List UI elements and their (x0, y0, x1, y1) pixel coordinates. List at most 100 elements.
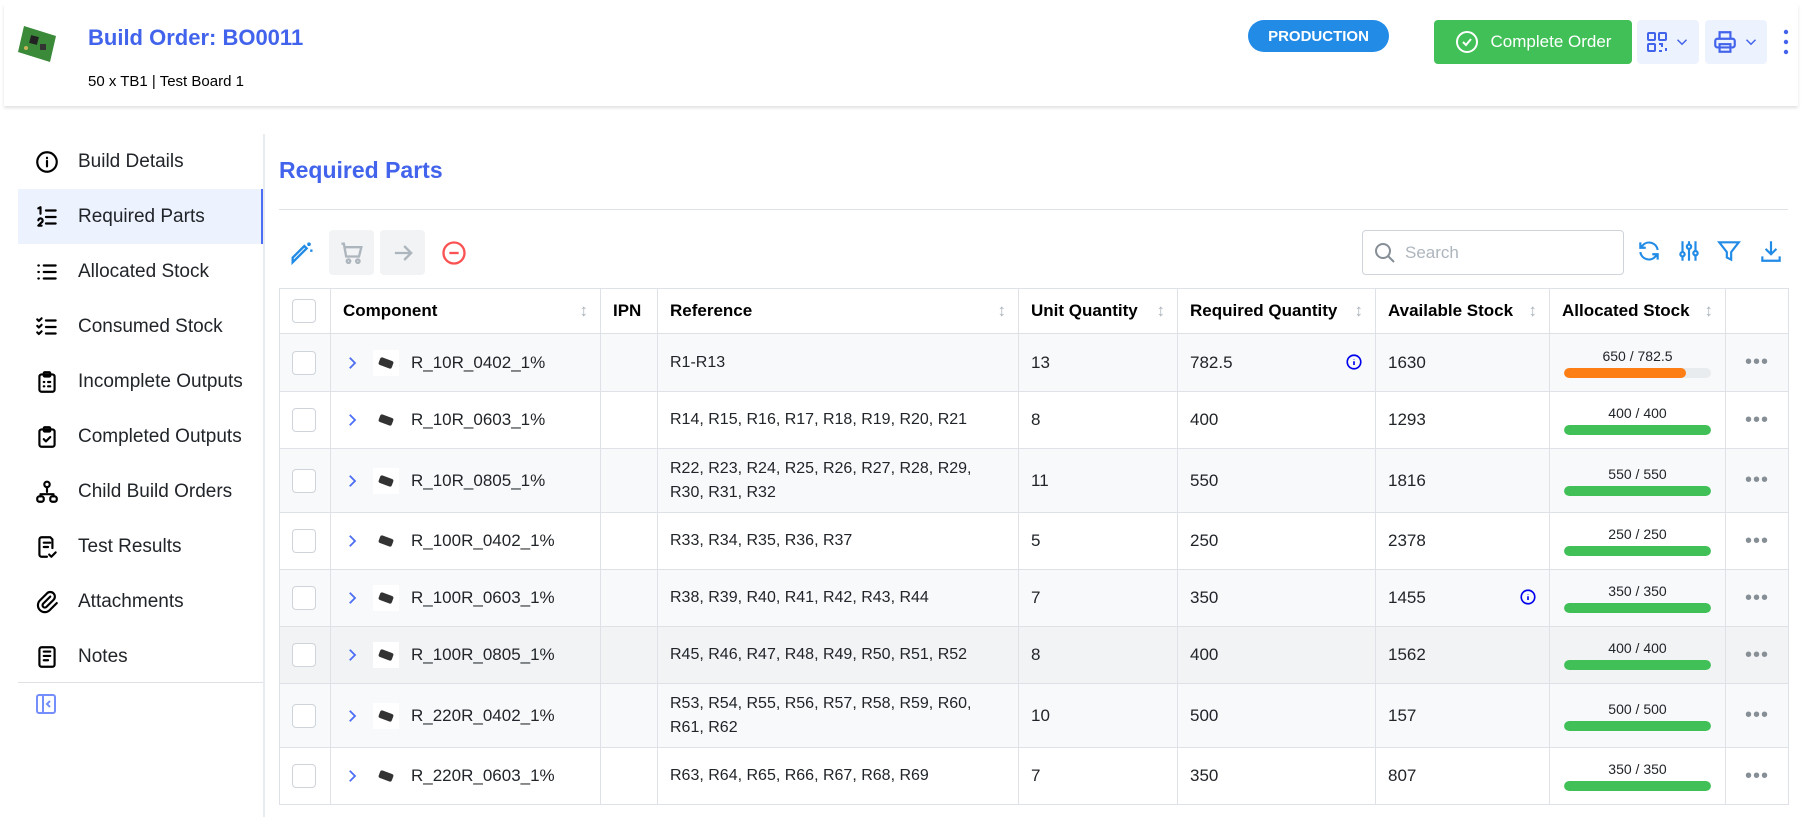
columns-adjust-icon[interactable] (1676, 238, 1702, 264)
filter-icon[interactable] (1716, 238, 1742, 264)
row-checkbox[interactable] (292, 764, 316, 788)
ipn-cell (600, 391, 658, 449)
table-row[interactable]: R_100R_0603_1% R38, R39, R40, R41, R42, … (279, 569, 1789, 627)
allocation-progress-fill (1564, 367, 1686, 378)
row-checkbox[interactable] (292, 468, 316, 493)
ipn-cell (600, 626, 658, 684)
table-row[interactable]: R_220R_0603_1% R63, R64, R65, R66, R67, … (279, 747, 1789, 805)
sort-icon[interactable]: ↕ (1354, 301, 1364, 320)
allocated-stock-label: 400 / 400 (1608, 640, 1667, 656)
table-row[interactable]: R_100R_0402_1% R33, R34, R35, R36, R37 5… (279, 512, 1789, 570)
complete-order-button[interactable]: Complete Order (1434, 20, 1632, 64)
column-header-label: Allocated Stock (1562, 301, 1690, 320)
sidebar-separator (18, 682, 263, 683)
collapse-sidebar-button[interactable] (34, 692, 58, 721)
chevron-right-icon[interactable] (343, 646, 361, 664)
component-name[interactable]: R_10R_0402_1% (411, 352, 546, 372)
deallocate-button[interactable] (431, 230, 476, 275)
row-actions-button[interactable]: ••• (1725, 333, 1789, 392)
row-actions-button[interactable]: ••• (1725, 626, 1789, 684)
sidebar-item-required-parts[interactable]: Required Parts (18, 189, 263, 244)
allocate-button[interactable] (380, 230, 425, 275)
sidebar-item-child-build-orders[interactable]: Child Build Orders (18, 464, 263, 519)
column-header-available-stock[interactable]: Available Stock ↕ (1375, 288, 1550, 334)
component-name[interactable]: R_100R_0603_1% (411, 588, 555, 607)
table-row[interactable]: R_10R_0603_1% R14, R15, R16, R17, R18, R… (279, 391, 1789, 449)
component-name[interactable]: R_10R_0805_1% (411, 470, 546, 490)
status-badge: PRODUCTION (1248, 20, 1389, 52)
select-all-checkbox[interactable] (292, 299, 316, 323)
sort-icon[interactable]: ↕ (997, 301, 1007, 320)
chevron-down-icon (1676, 39, 1688, 46)
row-actions-button[interactable]: ••• (1725, 747, 1789, 805)
sidebar-collapse-icon (36, 694, 56, 714)
row-actions-button[interactable]: ••• (1725, 569, 1789, 627)
row-checkbox[interactable] (292, 643, 316, 667)
table-row[interactable]: R_10R_0805_1% R22, R23, R24, R25, R26, R… (279, 448, 1789, 513)
sidebar-item-notes[interactable]: Notes (18, 629, 263, 684)
sidebar-item-incomplete-outputs[interactable]: Incomplete Outputs (18, 354, 263, 409)
kebab-icon (1783, 29, 1789, 55)
component-name[interactable]: R_220R_0402_1% (411, 705, 555, 725)
chevron-right-icon[interactable] (343, 411, 361, 429)
barcode-menu-button[interactable] (1637, 20, 1699, 64)
refresh-icon[interactable] (1636, 238, 1662, 264)
row-actions-button[interactable]: ••• (1725, 391, 1789, 449)
row-checkbox[interactable] (292, 408, 316, 432)
sidebar-item-allocated-stock[interactable]: Allocated Stock (18, 244, 263, 299)
print-menu-button[interactable] (1705, 20, 1767, 64)
sidebar-item-build-details[interactable]: Build Details (18, 134, 263, 189)
search-field[interactable] (1362, 230, 1624, 275)
page-title: Build Order: BO0011 (88, 25, 304, 50)
chevron-right-icon[interactable] (343, 354, 361, 372)
sidebar: Build Details Required Parts Allocated Sto… (18, 134, 263, 684)
row-checkbox[interactable] (292, 350, 316, 375)
chevron-right-icon[interactable] (343, 589, 361, 607)
chevron-right-icon[interactable] (343, 472, 361, 490)
sort-icon[interactable]: ↕ (579, 301, 589, 320)
row-checkbox[interactable] (292, 586, 316, 610)
more-actions-button[interactable] (1780, 28, 1792, 61)
auto-allocate-button[interactable] (279, 230, 324, 275)
component-name[interactable]: R_10R_0603_1% (411, 410, 546, 429)
allocation-progress-fill (1564, 485, 1711, 496)
row-actions-button[interactable]: ••• (1725, 512, 1789, 570)
info-icon[interactable] (1345, 353, 1363, 371)
column-header-ipn[interactable]: IPN (600, 288, 658, 334)
info-icon[interactable] (1519, 588, 1537, 606)
sort-icon[interactable]: ↕ (1528, 301, 1538, 320)
component-name[interactable]: R_220R_0603_1% (411, 766, 555, 785)
table-row[interactable]: R_220R_0402_1% R53, R54, R55, R56, R57, … (279, 683, 1789, 748)
row-checkbox[interactable] (292, 703, 316, 728)
cart-icon (341, 242, 363, 264)
column-header-required-quantity[interactable]: Required Quantity ↕ (1177, 288, 1376, 334)
chevron-right-icon[interactable] (343, 532, 361, 550)
column-header-unit-quantity[interactable]: Unit Quantity ↕ (1018, 288, 1178, 334)
table-row[interactable]: R_10R_0402_1% R1-R13 13 782.5 1630 650 /… (279, 333, 1789, 392)
column-header-allocated-stock[interactable]: Allocated Stock ↕ (1549, 288, 1726, 334)
sidebar-item-attachments[interactable]: Attachments (18, 574, 263, 629)
required-quantity-value: 550 (1190, 470, 1219, 490)
column-header-component[interactable]: Component ↕ (330, 288, 601, 334)
component-name[interactable]: R_100R_0402_1% (411, 531, 555, 550)
chevron-right-icon[interactable] (343, 707, 361, 725)
order-parts-button[interactable] (329, 230, 374, 275)
row-actions-button[interactable]: ••• (1725, 448, 1789, 513)
download-icon[interactable] (1758, 238, 1784, 264)
column-header-reference[interactable]: Reference ↕ (657, 288, 1019, 334)
row-actions-button[interactable]: ••• (1725, 683, 1789, 748)
row-checkbox[interactable] (292, 529, 316, 553)
required-quantity-value: 250 (1190, 531, 1219, 550)
reference-cell: R33, R34, R35, R36, R37 (657, 512, 1019, 570)
table-row[interactable]: R_100R_0805_1% R45, R46, R47, R48, R49, … (279, 626, 1789, 684)
sidebar-item-completed-outputs[interactable]: Completed Outputs (18, 409, 263, 464)
component-name[interactable]: R_100R_0805_1% (411, 645, 555, 664)
sidebar-item-test-results[interactable]: Test Results (18, 519, 263, 574)
chevron-right-icon[interactable] (343, 767, 361, 785)
search-input[interactable] (1405, 242, 1605, 263)
reference-cell: R38, R39, R40, R41, R42, R43, R44 (657, 569, 1019, 627)
sidebar-item-consumed-stock[interactable]: Consumed Stock (18, 299, 263, 354)
component-thumbnail (373, 642, 399, 668)
sort-icon[interactable]: ↕ (1156, 301, 1166, 320)
sort-icon[interactable]: ↕ (1704, 301, 1714, 320)
